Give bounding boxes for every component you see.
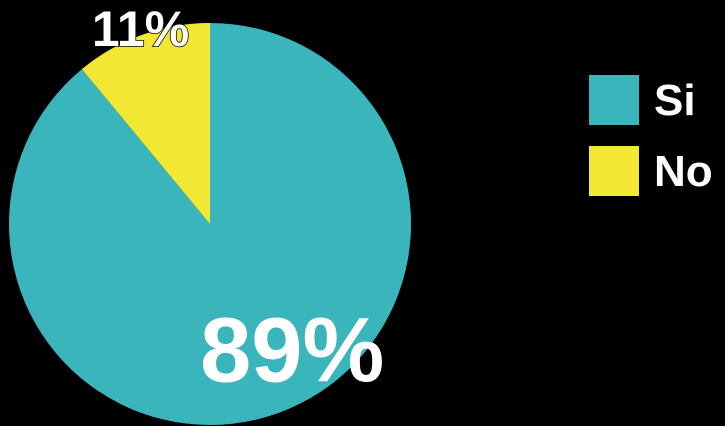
legend: Si No [589,75,713,196]
legend-item-no: No [589,146,713,196]
legend-swatch-no [589,146,639,196]
pie-slice-si [8,23,411,425]
legend-item-si: Si [589,75,696,125]
legend-label-no: No [654,147,713,196]
pie-slice-no [81,23,210,224]
legend-swatch-si [589,75,639,125]
legend-label-si: Si [654,76,696,125]
pie-slices [8,23,411,425]
slice-label-no: 11% [92,1,189,57]
slice-label-si: 89% [200,299,384,401]
pie-slice-labels: 89% 11% [91,0,384,401]
